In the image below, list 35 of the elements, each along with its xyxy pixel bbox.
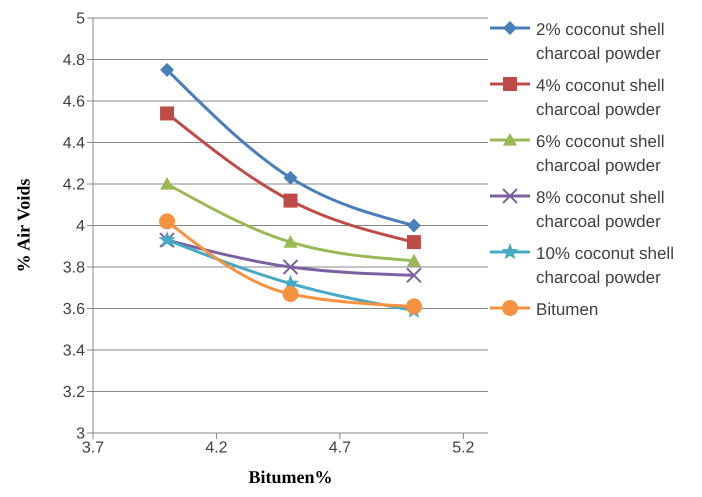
y-tick-label: 3.6 (62, 301, 86, 318)
point (406, 254, 421, 266)
point (160, 177, 174, 190)
point (406, 218, 421, 232)
point (284, 170, 298, 185)
point (406, 235, 421, 250)
legend-label: 10% coconut shell charcoal powder (536, 243, 675, 289)
legend-label: 8% coconut shell charcoal powder (536, 187, 666, 233)
legend-label: 2% coconut shell charcoal powder (536, 19, 666, 65)
y-tick-label: 4.2 (62, 176, 86, 194)
y-axis-title: % Air Voids (13, 178, 34, 272)
x-tick-label: 4.7 (328, 439, 352, 456)
x-tick-label: 5.2 (452, 439, 475, 456)
point (160, 106, 174, 120)
y-tick-label: 3.2 (62, 384, 86, 402)
y-tick-label: 3.8 (62, 260, 86, 277)
point (160, 62, 174, 77)
point (282, 286, 298, 302)
x-axis-title: Bitumen% (248, 467, 333, 487)
point (406, 298, 422, 314)
y-tick-label: 4.4 (62, 135, 86, 152)
y-tick-label: 4.6 (62, 94, 86, 111)
legend-label: Bitumen (536, 299, 598, 321)
legend-label: 4% coconut shell charcoal powder (536, 75, 666, 121)
point (282, 259, 298, 275)
x-tick-label: 4.2 (205, 439, 228, 456)
y-tick-label: 5 (76, 10, 86, 28)
point (159, 213, 176, 230)
point (284, 235, 298, 248)
y-tick-label: 4.8 (62, 52, 86, 70)
y-tick-label: 3.4 (62, 342, 86, 360)
point (406, 267, 422, 284)
y-tick-label: 4 (76, 218, 86, 236)
point (284, 194, 298, 208)
legend-label: 6% coconut shell charcoal powder (536, 131, 666, 177)
